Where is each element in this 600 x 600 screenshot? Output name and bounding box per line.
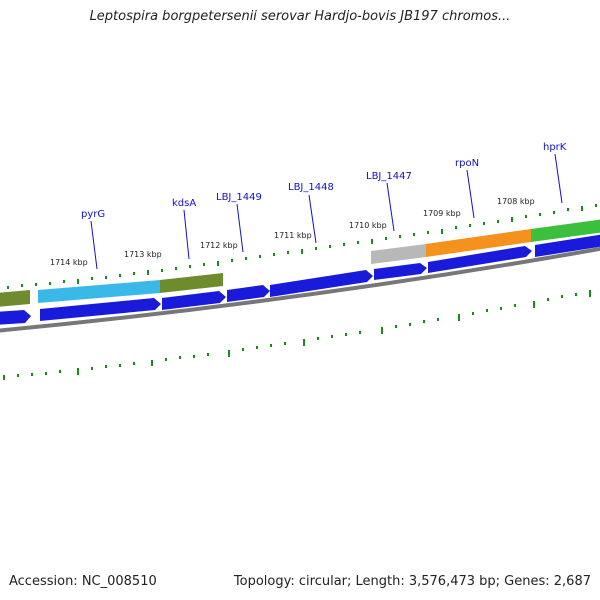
gene-label-hprK: hprK: [543, 142, 567, 153]
cds-arrow: [162, 291, 226, 310]
kbp-labels: 1714 kbp 1713 kbp 1712 kbp 1711 kbp 1710…: [50, 197, 535, 267]
cds-arrow: [270, 270, 373, 297]
cds-arrow: [227, 285, 270, 302]
kbp-label: 1714 kbp: [50, 258, 88, 267]
chromosome-backbone: [0, 246, 600, 333]
leader-line: [554, 153, 563, 204]
kbp-label: 1713 kbp: [124, 250, 162, 259]
cds-arrow: [535, 234, 600, 257]
cds-arrow: [374, 263, 427, 280]
kbp-label: 1712 kbp: [200, 241, 238, 250]
feature-pyrG: [38, 280, 160, 303]
feature-gray: [371, 244, 426, 264]
leader-line: [236, 203, 244, 253]
gene-label-LBJ-1447: LBJ_1447: [366, 171, 412, 182]
leader-line: [90, 220, 98, 270]
cds-track: [0, 234, 600, 325]
kbp-label: 1708 kbp: [497, 197, 535, 206]
gene-label-pyrG: pyrG: [81, 209, 105, 220]
cds-arrow: [0, 310, 31, 325]
kbp-label: 1711 kbp: [274, 231, 312, 240]
feature-rpoN: [426, 229, 531, 257]
accession-text: Accession: NC_008510: [9, 574, 157, 589]
feature-olive-left: [0, 290, 30, 307]
cds-arrow: [40, 298, 161, 321]
leader-line: [466, 169, 475, 219]
genome-summary-text: Topology: circular; Length: 3,576,473 bp…: [233, 574, 591, 589]
feature-hprK: [531, 219, 600, 242]
tick-arc-upper: [7, 204, 597, 289]
map-title: Leptospira borgpetersenii serovar Hardjo…: [89, 9, 511, 24]
kbp-label: 1709 kbp: [423, 209, 461, 218]
leader-line: [183, 209, 190, 260]
gene-label-LBJ-1449: LBJ_1449: [216, 192, 262, 203]
kbp-label: 1710 kbp: [349, 221, 387, 230]
gene-label-LBJ-1448: LBJ_1448: [288, 182, 334, 193]
gene-leaders: [90, 153, 563, 270]
gene-labels: pyrG kdsA LBJ_1449 LBJ_1448 LBJ_1447 rpo…: [81, 142, 567, 220]
tick-arc-lower: [3, 290, 591, 380]
gene-label-kdsA: kdsA: [172, 198, 196, 209]
feature-olive-kdsA: [160, 273, 223, 293]
cds-arrow: [428, 246, 532, 273]
feature-track: [0, 219, 600, 307]
leader-line: [308, 194, 317, 244]
gene-label-rpoN: rpoN: [455, 158, 479, 169]
leader-line: [386, 182, 395, 232]
